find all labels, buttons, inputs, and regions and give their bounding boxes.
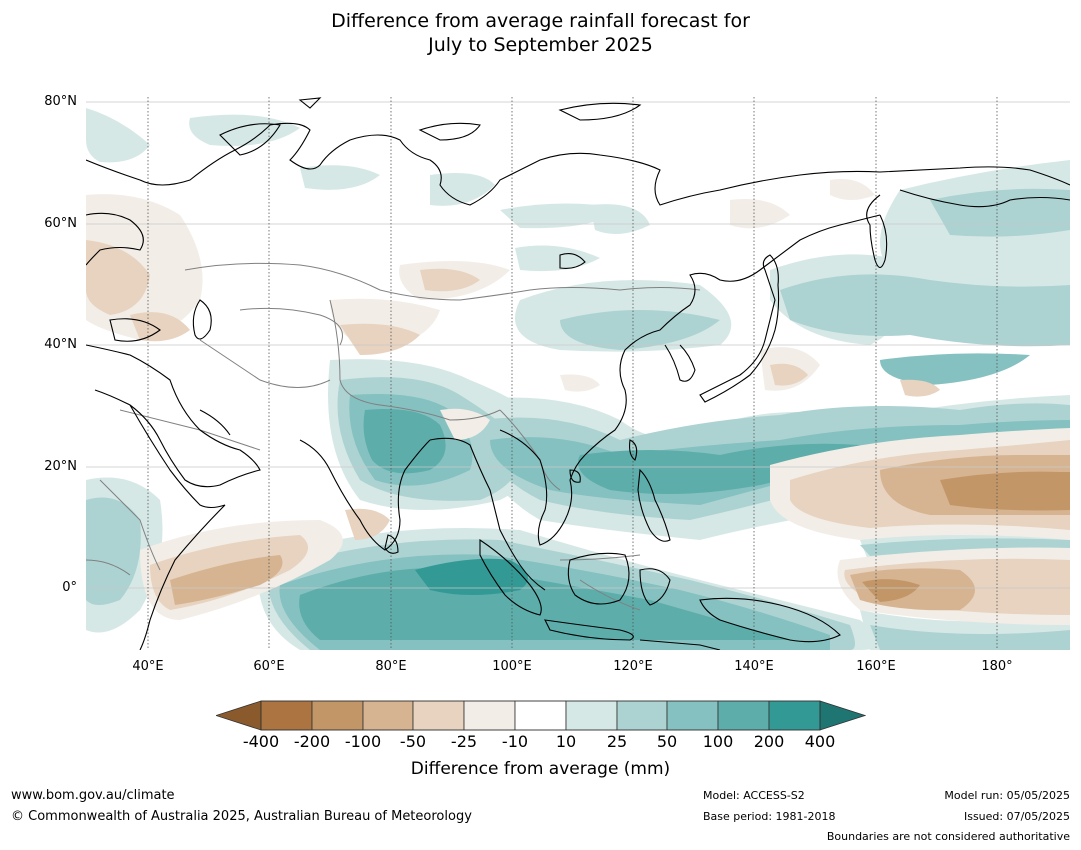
boundary-disclaimer: Boundaries are not considered authoritat… [826, 830, 1070, 843]
website-link[interactable]: www.bom.gov.au/climate [11, 788, 175, 803]
colorbar-swatch [463, 700, 516, 731]
colorbar-swatch [768, 700, 821, 731]
lon-label-40e: 40°E [132, 659, 164, 674]
colorbar-tick: -10 [501, 732, 529, 751]
colorbar-tick: 200 [753, 732, 785, 751]
lat-label-0: 0° [62, 580, 77, 595]
colorbar-tick: -200 [293, 732, 331, 751]
colorbar-swatch [717, 700, 770, 731]
longitude-gridlines [147, 97, 998, 650]
map-svg [86, 97, 1070, 650]
colorbar-tick: -50 [399, 732, 427, 751]
lon-label-60e: 60°E [253, 659, 285, 674]
lon-label-100e: 100°E [492, 659, 532, 674]
colorbar-swatch [260, 700, 313, 731]
colorbar-label: Difference from average (mm) [410, 759, 671, 779]
colorbar-tick: -100 [344, 732, 382, 751]
lat-label-40n: 40°N [44, 337, 77, 352]
colorbar-tick: -25 [450, 732, 478, 751]
model-run-date: Model run: 05/05/2025 [944, 789, 1070, 802]
model-name: Model: ACCESS-S2 [703, 789, 805, 802]
colorbar-swatch [666, 700, 719, 731]
anomaly-wet-extreme [415, 558, 528, 595]
lat-label-80n: 80°N [44, 94, 77, 109]
lon-label-80e: 80°E [375, 659, 407, 674]
latitude-gridlines [86, 101, 1070, 589]
title-line-2: July to September 2025 [428, 34, 653, 56]
map-title: Difference from average rainfall forecas… [0, 9, 1081, 57]
colorbar-tick: 400 [804, 732, 836, 751]
colorbar-swatch [616, 700, 668, 731]
colorbar-swatch [514, 700, 567, 731]
copyright-text: © Commonwealth of Australia 2025, Austra… [11, 809, 472, 824]
issued-date: Issued: 07/05/2025 [963, 810, 1070, 823]
lon-label-120e: 120°E [613, 659, 653, 674]
lat-label-20n: 20°N [44, 459, 77, 474]
colorbar-swatch [362, 700, 414, 731]
lon-label-140e: 140°E [734, 659, 774, 674]
rainfall-map [0, 88, 1081, 662]
lat-label-60n: 60°N [44, 216, 77, 231]
colorbar-tick: 100 [702, 732, 734, 751]
anomaly-dry-very-strong [862, 471, 1070, 602]
colorbar-tick: 10 [555, 732, 577, 751]
colorbar-swatch [412, 700, 465, 731]
colorbar-swatch [311, 700, 364, 731]
colorbar-arrow-low [216, 700, 262, 731]
colorbar-tick: -400 [242, 732, 280, 751]
colorbar-swatch [565, 700, 618, 731]
base-period: Base period: 1981-2018 [703, 810, 836, 823]
title-line-1: Difference from average rainfall forecas… [331, 10, 750, 32]
colorbar [216, 700, 866, 731]
colorbar-arrow-high [819, 700, 866, 731]
colorbar-tick: 50 [656, 732, 678, 751]
coastlines [86, 97, 1070, 650]
colorbar-tick: 25 [606, 732, 628, 751]
lon-label-180: 180° [981, 659, 1013, 674]
lon-label-160e: 160°E [856, 659, 896, 674]
